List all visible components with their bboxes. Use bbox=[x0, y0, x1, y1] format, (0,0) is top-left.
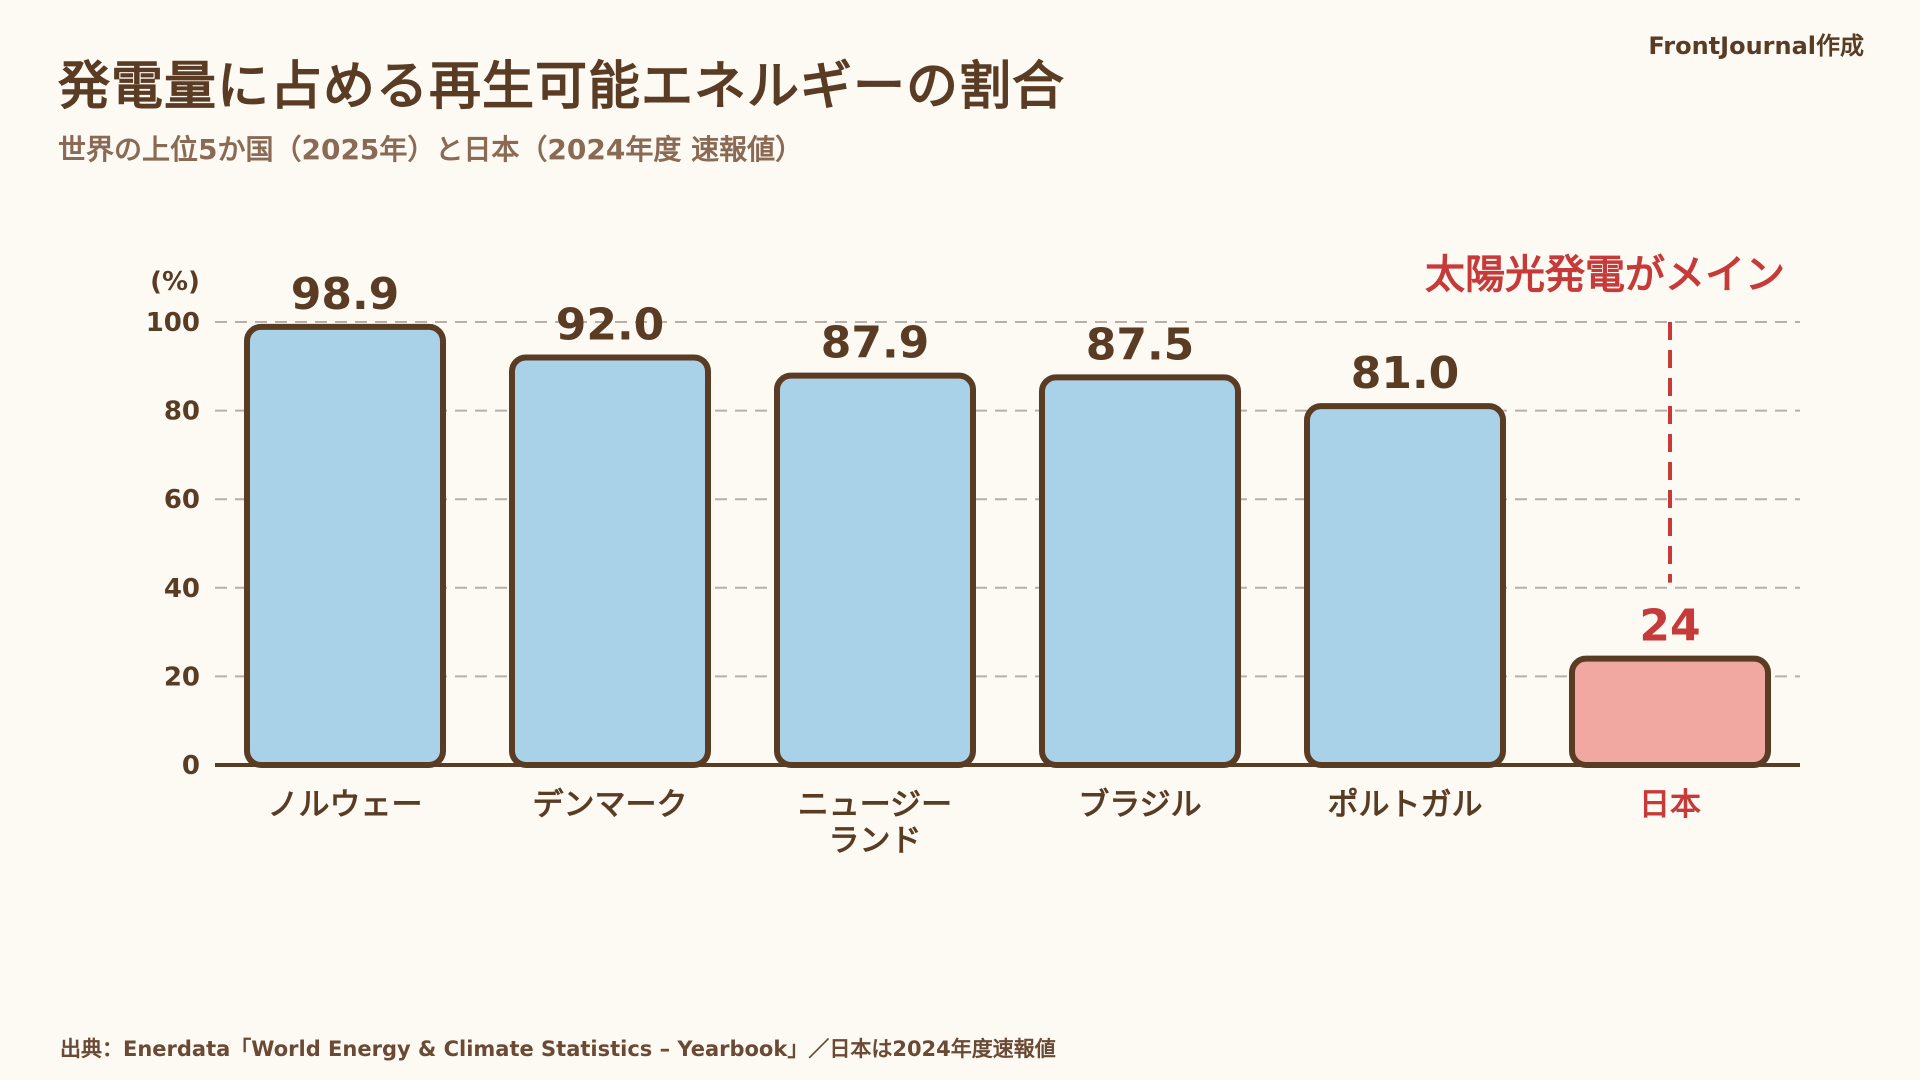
bar bbox=[1039, 374, 1241, 768]
y-tick-label: 0 bbox=[182, 751, 200, 781]
y-tick-label: 60 bbox=[164, 485, 200, 515]
source-note: 出典：Enerdata「World Energy & Climate Stati… bbox=[60, 1037, 1056, 1061]
value-label: 92.0 bbox=[556, 299, 665, 350]
bar bbox=[1569, 655, 1771, 768]
credit: FrontJournal作成 bbox=[1648, 32, 1864, 60]
annotation-text: 太陽光発電がメイン bbox=[1425, 252, 1785, 298]
bar bbox=[774, 372, 976, 768]
y-tick-label: 100 bbox=[146, 308, 200, 338]
y-tick-label: 80 bbox=[164, 397, 200, 427]
category-label: ノルウェー bbox=[268, 787, 423, 823]
value-label: 81.0 bbox=[1351, 348, 1460, 399]
chart-subtitle: 世界の上位5か国（2025年）と日本（2024年度 速報値） bbox=[58, 133, 804, 166]
value-label: 98.9 bbox=[291, 269, 400, 320]
y-axis-unit: (%) bbox=[150, 267, 200, 297]
bar-chart: 0 20 40 60 80 100 (%) 98.9 ノルウェー 92.0 デンマーク 87.9 ニュー… bbox=[146, 252, 1800, 859]
value-label: 87.5 bbox=[1086, 319, 1195, 370]
category-label: ブラジル bbox=[1078, 787, 1201, 823]
y-tick-label: 20 bbox=[164, 662, 200, 692]
category-label: デンマーク bbox=[533, 787, 688, 823]
category-label: 日本 bbox=[1639, 787, 1701, 823]
category-label: ポルトガル bbox=[1328, 787, 1483, 823]
category-label: ニュージー bbox=[798, 787, 952, 823]
bar bbox=[244, 323, 446, 768]
category-label: ランド bbox=[829, 823, 922, 859]
value-label: 24 bbox=[1639, 601, 1700, 652]
value-label: 87.9 bbox=[821, 318, 930, 369]
y-tick-label: 40 bbox=[164, 574, 200, 604]
bar bbox=[509, 354, 711, 768]
chart-title: 発電量に占める再生可能エネルギーの割合 bbox=[58, 57, 1066, 117]
bar bbox=[1304, 403, 1506, 768]
